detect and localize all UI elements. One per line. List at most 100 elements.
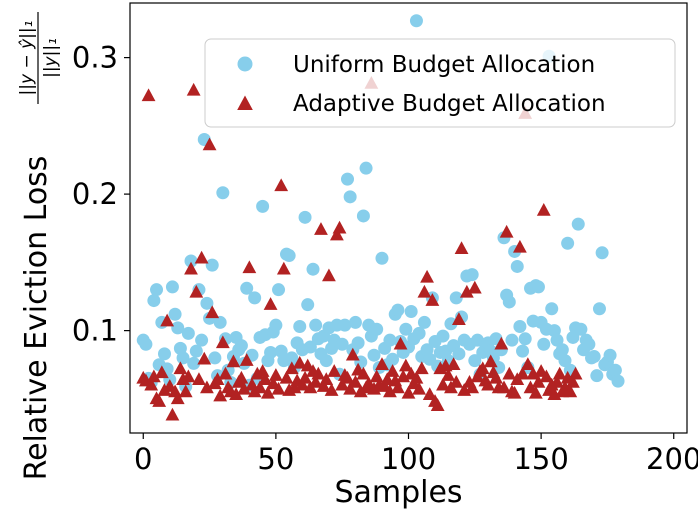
uniform-point-103 [409, 14, 423, 28]
adaptive-point-133 [489, 370, 503, 384]
adaptive-point-162 [566, 374, 580, 388]
adaptive-point-17 [181, 369, 196, 383]
adaptive-point-157 [552, 366, 567, 380]
adaptive-point-143 [515, 366, 530, 380]
uniform-point-78 [343, 190, 357, 204]
adaptive-point-77 [340, 370, 355, 384]
uniform-point-76 [338, 318, 352, 332]
uniform-point-59 [293, 320, 307, 334]
uniform-point-12 [168, 307, 182, 321]
legend-adaptive-label: Adaptive Budget Allocation [293, 91, 606, 117]
adaptive-point-90 [375, 357, 389, 370]
uniform-point-173 [595, 246, 609, 260]
x-tick-label: 100 [381, 442, 436, 476]
x-tick-label: 200 [646, 442, 698, 476]
uniform-point-139 [505, 333, 519, 347]
adaptive-point-22 [194, 250, 209, 264]
x-axis: 0 50 100 150 200 [134, 433, 698, 476]
adaptive-point-74 [332, 220, 347, 234]
adaptive-point-11 [165, 407, 180, 421]
uniform-point-84 [359, 161, 373, 175]
uniform-point-149 [531, 280, 545, 294]
y-tick-label: 0.1 [72, 314, 118, 348]
adaptive-point-56 [284, 361, 299, 375]
uniform-point-88 [370, 322, 384, 336]
adaptive-point-50 [268, 368, 283, 381]
adaptive-point-34 [226, 354, 241, 368]
y-axis-label-group: Relative Eviction Loss ||y − ŷ||₁ ||y||₁ [17, 12, 61, 480]
adaptive-point-45 [255, 364, 270, 377]
legend-uniform-marker [237, 56, 253, 72]
data-points [136, 14, 625, 421]
uniform-point-80 [348, 315, 362, 329]
adaptive-point-16 [178, 384, 193, 398]
adaptive-point-39 [239, 353, 254, 366]
x-tick-label: 0 [134, 442, 152, 476]
uniform-point-51 [272, 283, 286, 297]
uniform-point-63 [303, 340, 317, 354]
adaptive-point-31 [218, 366, 233, 380]
adaptive-point-44 [253, 380, 267, 394]
adaptive-point-72 [327, 364, 342, 377]
adaptive-point-83 [356, 366, 371, 380]
y-tick-label: 0.3 [72, 41, 118, 75]
uniform-point-37 [234, 339, 248, 353]
uniform-point-87 [367, 348, 381, 362]
adaptive-point-106 [417, 284, 432, 298]
adaptive-point-92 [380, 372, 395, 386]
adaptive-point-52 [274, 178, 289, 192]
adaptive-point-107 [420, 269, 434, 283]
x-axis-label: Samples [334, 475, 462, 510]
adaptive-point-13 [170, 391, 185, 405]
adaptive-point-28 [210, 372, 225, 386]
adaptive-point-47 [261, 385, 275, 399]
uniform-point-27 [208, 351, 222, 365]
adaptive-point-94 [385, 364, 400, 377]
adaptive-point-97 [393, 336, 408, 350]
uniform-point-61 [298, 210, 312, 224]
adaptive-point-24 [200, 380, 214, 394]
adaptive-point-4 [146, 369, 161, 383]
adaptive-point-115 [441, 368, 456, 381]
adaptive-point-60 [295, 377, 310, 391]
uniform-point-104 [412, 326, 426, 340]
adaptive-point-20 [189, 284, 204, 298]
uniform-point-158 [555, 343, 569, 357]
adaptive-point-3 [144, 377, 159, 391]
adaptive-point-51 [271, 381, 286, 395]
uniform-point-13 [171, 321, 185, 335]
adaptive-point-19 [186, 82, 201, 96]
adaptive-point-7 [154, 365, 169, 379]
adaptive-point-138 [502, 366, 517, 380]
adaptive-point-149 [531, 374, 546, 388]
adaptive-point-37 [234, 370, 249, 384]
adaptive-point-66 [311, 366, 326, 380]
uniform-point-30 [216, 186, 230, 200]
legend-adaptive-marker [237, 95, 253, 110]
uniform-point-151 [537, 337, 551, 351]
uniform-point-113 [436, 329, 450, 343]
uniform-point-1 [139, 337, 153, 351]
adaptive-point-163 [568, 366, 583, 380]
adaptive-point-128 [475, 361, 490, 375]
adaptive-point-118 [449, 374, 464, 388]
adaptive-point-80 [348, 374, 363, 388]
uniform-point-48 [264, 345, 278, 359]
uniform-point-170 [587, 350, 601, 364]
adaptive-point-6 [152, 394, 167, 407]
uniform-point-160 [561, 236, 575, 250]
uniform-point-42 [248, 291, 262, 305]
uniform-point-96 [391, 303, 405, 317]
adaptive-point-61 [298, 370, 312, 384]
adaptive-point-75 [335, 377, 350, 391]
adaptive-point-104 [412, 381, 427, 395]
adaptive-point-100 [401, 385, 416, 399]
adaptive-point-135 [494, 336, 509, 350]
uniform-point-8 [157, 347, 171, 361]
uniform-point-156 [550, 333, 564, 347]
uniform-point-141 [510, 259, 524, 273]
adaptive-point-117 [446, 357, 461, 370]
uniform-point-55 [282, 249, 296, 263]
adaptive-point-130 [481, 377, 495, 391]
